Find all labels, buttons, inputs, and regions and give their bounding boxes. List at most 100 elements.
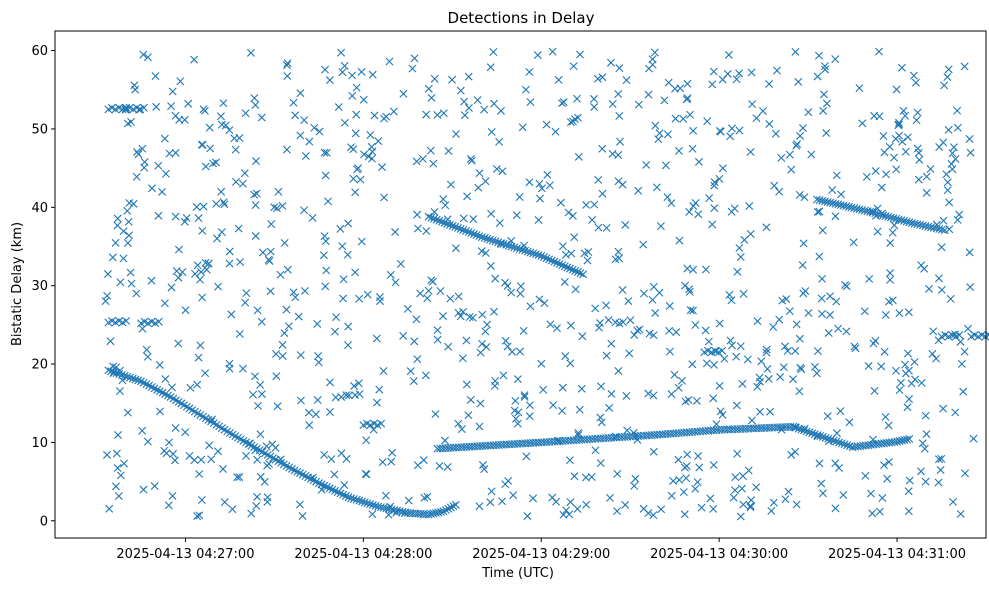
scatter-point (451, 244, 460, 253)
scatter-point (357, 67, 366, 76)
scatter-point (645, 329, 654, 338)
scatter-point (894, 121, 903, 130)
scatter-point (235, 134, 244, 143)
scatter-point (953, 123, 962, 132)
scatter-point (113, 464, 122, 473)
scatter-point (550, 257, 559, 266)
scatter-point (922, 172, 931, 181)
scatter-point (171, 212, 180, 221)
scatter-point (598, 189, 607, 198)
scatter-point (387, 457, 396, 466)
scatter-point (791, 447, 800, 456)
scatter-point (296, 396, 305, 405)
scatter-point (464, 103, 473, 112)
scatter-point (626, 316, 635, 325)
scatter-point (871, 167, 880, 176)
scatter-point (503, 282, 512, 290)
scatter-point (818, 274, 827, 283)
scatter-point (559, 98, 568, 107)
scatter-point (435, 461, 444, 470)
scatter-point (338, 242, 347, 251)
scatter-point (207, 455, 216, 464)
scatter-point (118, 376, 127, 385)
scatter-point (746, 230, 755, 238)
scatter-point (665, 347, 674, 356)
scatter-point (651, 309, 660, 318)
scatter-point (250, 190, 259, 199)
scatter-point (912, 116, 921, 125)
scatter-point (932, 354, 941, 363)
scatter-point (535, 295, 544, 304)
scatter-point (198, 226, 207, 235)
scatter-point (194, 214, 203, 223)
scatter-point (944, 65, 953, 74)
scatter-point (738, 379, 747, 388)
scatter-point (576, 50, 584, 59)
scatter-point (444, 342, 453, 351)
scatter-point (921, 411, 930, 420)
scatter-point (525, 178, 534, 187)
scatter-point (256, 430, 265, 439)
scatter-point (791, 346, 800, 355)
scatter-point (570, 115, 579, 124)
scatter-point (295, 500, 304, 509)
scatter-point (371, 501, 380, 510)
scatter-point (526, 98, 535, 107)
scatter-point (459, 307, 468, 316)
scatter-point (448, 221, 457, 230)
scatter-point (430, 74, 439, 83)
scatter-point (466, 154, 475, 163)
scatter-point (368, 70, 377, 79)
scatter-point (126, 373, 135, 382)
scatter-point (217, 228, 226, 237)
scatter-point (901, 111, 910, 120)
scatter-point (349, 145, 358, 154)
scatter-point (533, 51, 542, 60)
scatter-point (190, 456, 199, 465)
scatter-point (561, 352, 570, 361)
scatter-point (777, 425, 786, 434)
scatter-point (947, 159, 956, 168)
scatter-point (685, 207, 694, 216)
scatter-point (424, 84, 433, 93)
scatter-point (956, 509, 965, 518)
scatter-point (310, 123, 319, 132)
scatter-point (943, 178, 952, 187)
scatter-point (864, 362, 873, 371)
scatter-point (439, 507, 448, 516)
scatter-point (122, 103, 131, 112)
scatter-point (875, 507, 884, 516)
scatter-point (164, 438, 173, 447)
scatter-point (131, 375, 140, 384)
scatter-point (674, 383, 683, 392)
scatter-point (675, 236, 684, 245)
scatter-point (201, 369, 210, 378)
scatter-point (606, 493, 614, 502)
scatter-point (614, 247, 623, 256)
scatter-point (360, 150, 369, 159)
scatter-point (903, 133, 912, 142)
scatter-point (940, 81, 949, 90)
scatter-point (581, 473, 590, 482)
scatter-point (942, 170, 951, 179)
scatter-point (228, 505, 237, 514)
scatter-point (728, 341, 736, 350)
scatter-point (644, 64, 653, 73)
scatter-point (258, 248, 267, 257)
scatter-point (437, 217, 446, 226)
scatter-point (602, 301, 611, 310)
scatter-point (115, 387, 124, 396)
scatter-point (154, 317, 163, 326)
scatter-point (225, 126, 234, 135)
scatter-point (732, 401, 741, 410)
scatter-point (472, 231, 481, 240)
scatter-point (709, 504, 718, 513)
scatter-point (571, 266, 580, 275)
scatter-point (123, 372, 132, 381)
scatter-point (486, 498, 495, 507)
scatter-point (123, 238, 132, 247)
scatter-point (739, 289, 748, 298)
scatter-point (560, 262, 569, 271)
scatter-point (344, 493, 353, 502)
scatter-point (701, 265, 710, 274)
